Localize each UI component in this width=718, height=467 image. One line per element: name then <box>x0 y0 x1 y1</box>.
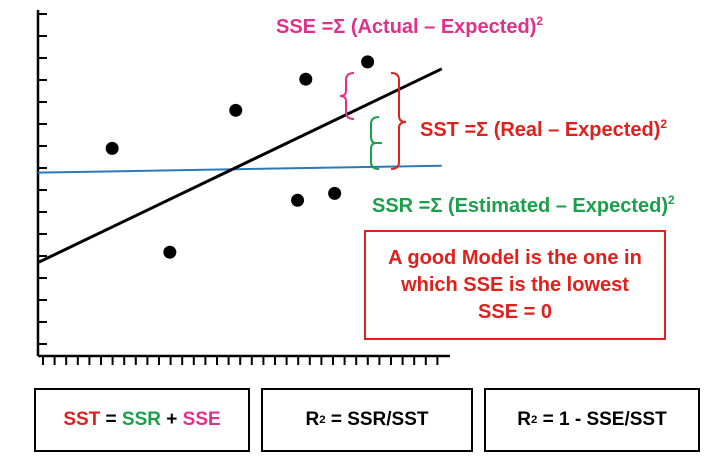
data-point <box>328 186 342 200</box>
sst-brace <box>390 72 407 170</box>
data-point <box>105 141 119 155</box>
data-point <box>291 193 305 207</box>
formula-sse: SSE <box>182 409 221 430</box>
data-point <box>163 245 177 259</box>
formula-r2-alt-rest: = 1 - SSE/SST <box>537 409 667 430</box>
mean-baseline-line <box>37 164 442 174</box>
ssr-label: SSR =Σ (Estimated – Expected)2 <box>372 193 675 217</box>
data-point <box>361 55 375 69</box>
formula-sst: SST <box>63 409 101 430</box>
formula-r-alt: R <box>517 409 532 430</box>
formula-r: R <box>305 409 320 430</box>
sse-label: SSE =Σ (Actual – Expected)2 <box>276 14 543 38</box>
sse-brace <box>339 72 355 120</box>
x-axis-ticks <box>42 356 439 365</box>
ssr-brace <box>370 116 382 170</box>
note-line-3: SSE = 0 <box>478 300 552 323</box>
note-line-2: which SSE is the lowest <box>401 273 629 296</box>
data-point <box>299 72 313 86</box>
model-note-box: A good Model is the one in which SSE is … <box>364 230 666 340</box>
note-line-1: A good Model is the one in <box>388 246 642 269</box>
formula-plus: + <box>161 409 183 430</box>
sst-label: SST =Σ (Real – Expected)2 <box>420 117 667 141</box>
formula-eq: = <box>100 409 122 430</box>
y-axis-ticks <box>38 13 47 345</box>
data-point <box>229 103 243 117</box>
regression-line <box>37 67 443 264</box>
data-points <box>105 55 375 259</box>
formula-box-sst: SST = SSR + SSE <box>34 388 250 452</box>
formula-r2-rest: = SSR/SST <box>325 409 429 430</box>
formula-ssr: SSR <box>121 409 161 430</box>
